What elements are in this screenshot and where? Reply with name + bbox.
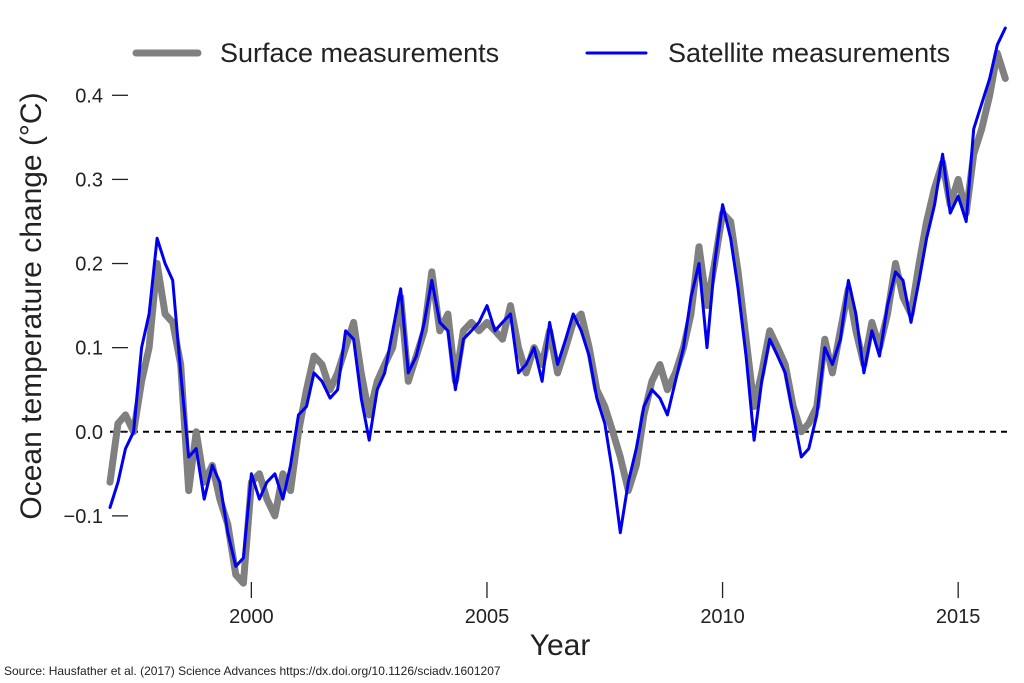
y-tick-label: 0.2 (75, 254, 103, 276)
x-tick-label: 2015 (936, 606, 981, 628)
y-tick-label: −0.1 (64, 506, 103, 528)
legend: Surface measurements Satellite measuremen… (132, 38, 950, 68)
legend-item-satellite: Satellite measurements (585, 38, 950, 68)
y-tick-label: 0.0 (75, 422, 103, 444)
x-axis-title: Year (530, 629, 591, 662)
x-tick-label: 2005 (465, 606, 510, 628)
series-line-surface (106, 49, 1009, 587)
y-tick-label: 0.4 (75, 85, 103, 107)
y-axis-title: Ocean temperature change (°C) (15, 92, 48, 519)
axes-group: −0.1 0.0 0.1 0.2 0.3 0.4 2000 2005 2010 2015 (64, 85, 1010, 628)
x-tick-label: 2010 (700, 606, 745, 628)
legend-label: Satellite measurements (668, 38, 950, 68)
series-layer (106, 26, 1009, 587)
legend-item-surface: Surface measurements (132, 38, 499, 68)
legend-label: Surface measurements (220, 38, 499, 68)
y-tick-label: 0.3 (75, 169, 103, 191)
series-line-satellite (108, 26, 1007, 568)
x-tick-label: 2000 (229, 606, 274, 628)
source-note: Source: Hausfather et al. (2017) Science… (4, 664, 501, 678)
y-tick-label: 0.1 (75, 338, 103, 360)
